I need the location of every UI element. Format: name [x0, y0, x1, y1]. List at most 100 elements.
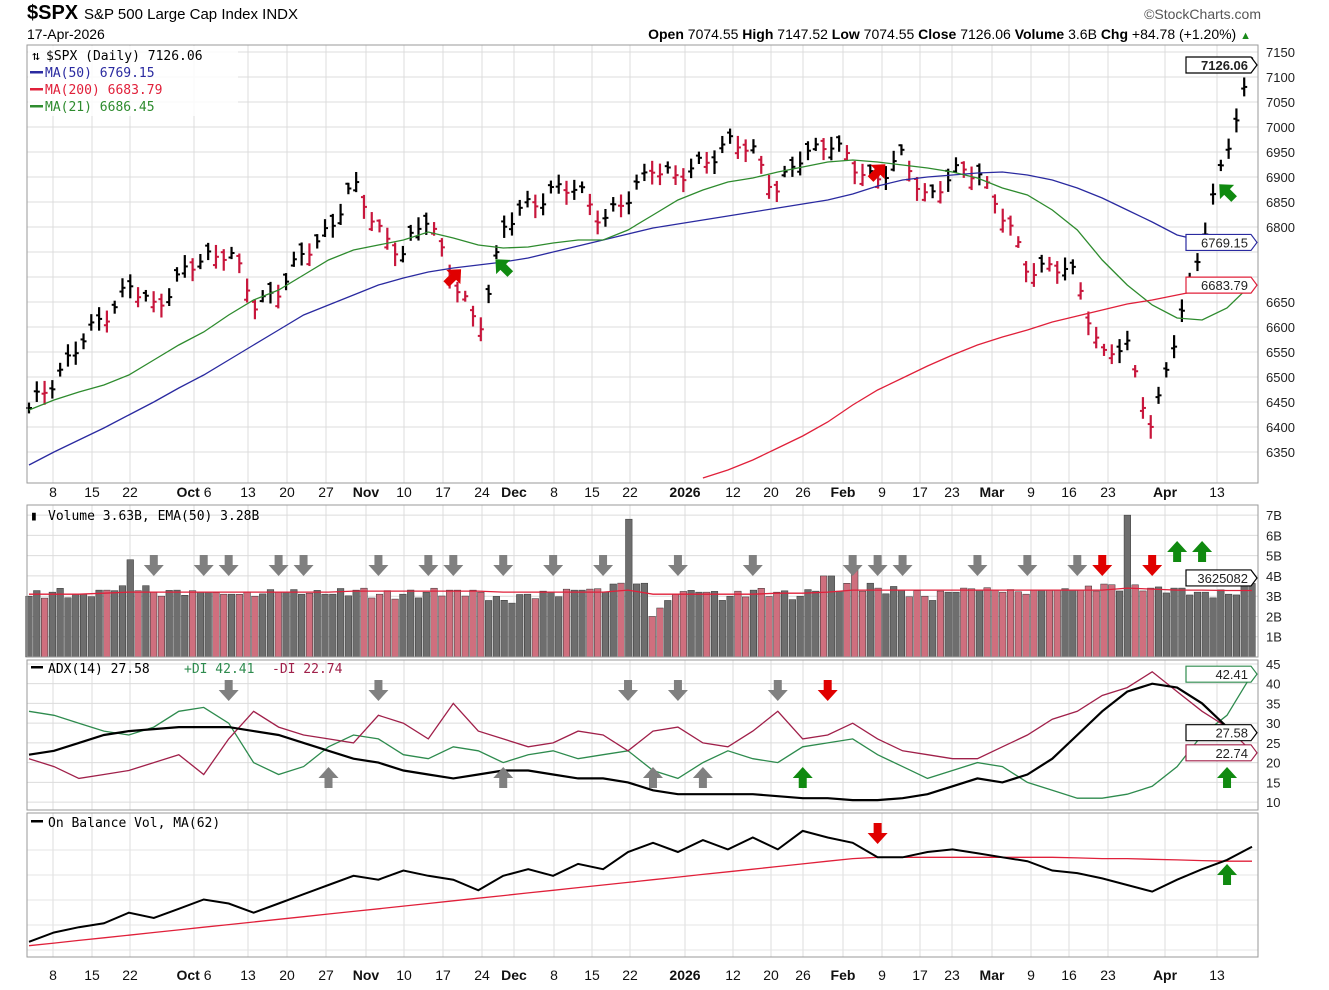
signal-arrow-down-icon — [817, 680, 838, 701]
price-bar — [851, 160, 858, 185]
high-label: High — [742, 26, 774, 42]
price-bar — [1163, 362, 1170, 378]
volume-bar — [1147, 587, 1155, 658]
price-bar — [516, 199, 523, 216]
volume-bar — [157, 595, 165, 658]
price-tick-label: 6500 — [1266, 370, 1295, 385]
adx-tag: 27.58 — [1185, 724, 1258, 742]
volume-bar — [134, 590, 142, 658]
signal-arrow-down-icon — [368, 680, 389, 701]
volume-bar — [266, 589, 275, 658]
price-bar — [1210, 183, 1217, 205]
volume-bar — [259, 593, 267, 658]
volume-bar — [921, 595, 929, 658]
volume-bar — [298, 593, 306, 658]
brand-watermark[interactable]: ©StockCharts.com — [1144, 6, 1261, 22]
x-tick-label: Feb — [831, 967, 856, 983]
price-bar — [727, 128, 734, 144]
signal-arrow-up-icon — [493, 767, 514, 788]
chart-marks — [25, 57, 1256, 947]
x-tick-label: 15 — [584, 484, 600, 500]
price-bar — [72, 341, 79, 365]
volume-bar — [858, 590, 867, 658]
signal-arrow-up-left-icon — [495, 259, 514, 277]
pdi-tag: 42.41 — [1185, 665, 1258, 683]
volume-bar — [165, 590, 173, 658]
volume-bar — [1045, 589, 1054, 658]
volume-bar — [562, 588, 571, 658]
price-bar — [610, 197, 617, 212]
obv-swatch — [31, 820, 43, 823]
volume-bar — [547, 591, 555, 658]
volume-bar — [944, 591, 952, 658]
price-bar — [820, 138, 827, 161]
volume-bar — [1084, 585, 1092, 658]
price-tick-label: 6800 — [1266, 220, 1295, 235]
legends: ⇅ $SPX (Daily) 7126.06 MA(50) 6769.15 MA… — [28, 46, 343, 831]
price-bar — [80, 333, 87, 350]
adx-tag-box — [1185, 724, 1258, 742]
price-bar — [88, 314, 95, 331]
price-bar — [789, 156, 796, 177]
signal-arrow-down-icon — [842, 555, 863, 576]
pdi-tag-text: 42.41 — [1215, 667, 1248, 682]
price-bar — [368, 212, 375, 232]
price-bar — [781, 165, 788, 178]
volume-bar — [1232, 594, 1240, 658]
volume-bar — [111, 590, 119, 658]
volume-bar — [438, 595, 446, 658]
price-bar — [680, 168, 687, 193]
signal-arrow-up-icon — [792, 767, 813, 788]
x-tick-label: 20 — [279, 484, 295, 500]
price-bar — [119, 278, 126, 298]
volume-bar — [305, 592, 313, 658]
price-bar — [524, 190, 531, 208]
price-bar — [625, 191, 632, 215]
price-bar — [462, 290, 469, 302]
close-label: Close — [918, 26, 957, 42]
volume-bar — [1038, 590, 1046, 658]
volume-bar — [1061, 588, 1069, 658]
price-bar — [298, 242, 305, 266]
price-bar — [322, 219, 329, 238]
volume-bar — [625, 518, 633, 658]
volume-bar — [617, 582, 625, 658]
volume-bar — [890, 586, 898, 658]
price-bar — [1147, 415, 1154, 439]
price-bar — [711, 150, 718, 175]
price-bar — [306, 243, 313, 267]
mdi-tag-text: 22.74 — [1215, 746, 1248, 761]
open-value: 7074.55 — [687, 26, 739, 42]
volume-bar — [204, 591, 212, 658]
price-bar — [1085, 311, 1092, 336]
price-bar — [49, 380, 56, 399]
price-bar — [991, 194, 998, 214]
price-bar — [1100, 343, 1107, 356]
ma50-tag-box — [1185, 233, 1258, 252]
price-bar — [828, 136, 835, 161]
adx-tick-label: 45 — [1266, 657, 1280, 672]
mdi-line — [28, 671, 1253, 780]
signal-arrow-down-icon — [368, 555, 389, 576]
price-bar — [859, 163, 866, 187]
x-tick-label: 12 — [725, 484, 741, 500]
signal-arrow-down-icon — [443, 555, 464, 576]
signal-arrow-down-icon — [143, 555, 164, 576]
volume-bar — [375, 593, 384, 658]
adx-legend: ADX(14) 27.58 — [48, 662, 150, 677]
price-bar — [314, 234, 321, 249]
volume-bar — [469, 589, 477, 658]
volume-bar — [1069, 589, 1077, 658]
signal-arrow-down-icon — [543, 555, 564, 576]
x-tick-label: 8 — [550, 484, 558, 500]
signal-arrow-down-icon — [867, 555, 888, 576]
price-bar — [1139, 397, 1146, 419]
price-tick-label: 6350 — [1266, 445, 1295, 460]
volume-tick-label: 7B — [1266, 508, 1282, 523]
volume-tick-label: 1B — [1266, 630, 1282, 645]
volume-bar — [1162, 592, 1170, 658]
volume-bar — [1240, 582, 1248, 658]
price-bar — [181, 255, 188, 278]
volume-bar — [594, 588, 602, 658]
